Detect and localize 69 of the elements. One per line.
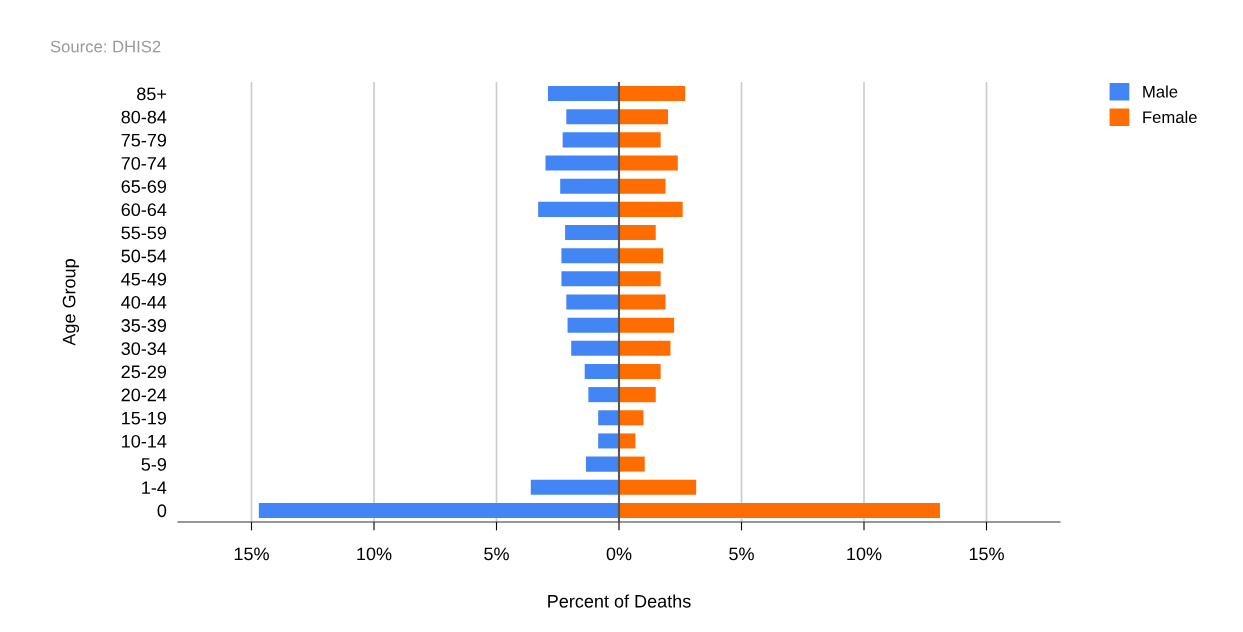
y-tick-label: 20-24 [121, 388, 167, 402]
legend-label: Female [1143, 110, 1197, 124]
y-tick-label: 0 [157, 504, 167, 518]
bar [619, 433, 636, 449]
source-note: Source: DHIS2 [50, 40, 161, 53]
bar [562, 132, 619, 148]
y-tick-label: 55-59 [121, 226, 167, 240]
bar [561, 271, 619, 287]
bar [619, 294, 666, 310]
y-tick-label: 75-79 [121, 133, 167, 147]
y-tick-label: 40-44 [121, 295, 167, 309]
bar [619, 178, 666, 194]
bar [566, 294, 619, 310]
y-tick-label: 85+ [137, 87, 166, 101]
y-axis-title: Age Group [62, 259, 80, 346]
y-tick-label: 70-74 [121, 156, 167, 170]
bar [619, 225, 656, 241]
bar [619, 109, 668, 125]
bar [619, 410, 644, 426]
x-tick-label: 0% [606, 547, 632, 561]
y-tick-label: 80-84 [121, 110, 167, 124]
bar [538, 201, 619, 217]
y-tick-label: 45-49 [121, 272, 167, 286]
bar [619, 155, 678, 171]
bar [571, 340, 619, 356]
bar [530, 479, 619, 495]
x-tick-label: 10% [357, 547, 392, 561]
bar [584, 363, 619, 379]
bar [588, 387, 619, 403]
x-tick-label: 5% [729, 547, 754, 561]
bar [619, 479, 697, 495]
bar [565, 225, 619, 241]
y-tick-label: 30-34 [121, 342, 167, 356]
bar [619, 317, 675, 333]
bar [545, 155, 619, 171]
x-tick-label: 15% [969, 547, 1004, 561]
bar [619, 86, 686, 102]
bar [566, 109, 619, 125]
y-tick-label: 10-14 [122, 434, 167, 448]
bar [258, 502, 619, 518]
bar [585, 456, 619, 472]
bar [619, 271, 661, 287]
y-tick-label: 35-39 [121, 319, 167, 332]
x-tick-label: 15% [234, 547, 269, 561]
legend-label: Male [1143, 85, 1178, 98]
bar [598, 410, 619, 426]
bar [561, 248, 619, 264]
bar [598, 433, 619, 449]
bar [567, 317, 619, 333]
y-tick-label: 65-69 [121, 180, 167, 193]
y-tick-label: 1-4 [142, 481, 167, 494]
bar [619, 363, 661, 379]
bar [560, 178, 619, 194]
y-tick-label: 5-9 [141, 458, 167, 471]
x-axis-title: Percent of Deaths [548, 594, 691, 608]
y-tick-label: 50-54 [121, 249, 167, 263]
bar [619, 456, 645, 472]
bar [547, 86, 619, 102]
bar [619, 132, 661, 148]
y-tick-label: 60-64 [121, 203, 167, 217]
y-tick-label: 15-19 [122, 411, 167, 425]
x-tick-label: 5% [484, 547, 509, 561]
bar [619, 201, 683, 217]
y-tick-label: 25-29 [121, 365, 167, 379]
x-tick-label: 10% [847, 547, 882, 561]
bar [619, 502, 940, 518]
bar [619, 248, 664, 264]
bar [619, 340, 671, 356]
bar [619, 387, 656, 403]
